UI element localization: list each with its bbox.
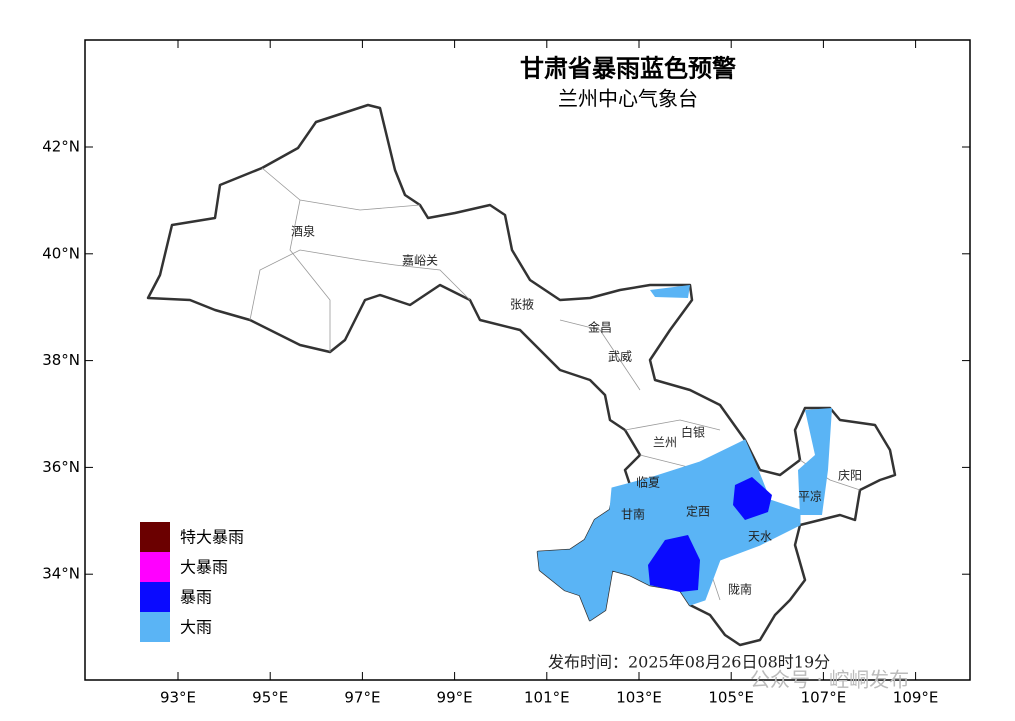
city-label: 白银 <box>681 425 705 440</box>
y-tick-label: 34°N <box>42 565 80 583</box>
heavy-rain-area <box>650 285 690 298</box>
issue-time: 发布时间：2025年08月26日08时19分 <box>548 653 830 672</box>
watermark: 公众号 · 崆峒发布 <box>750 668 909 692</box>
city-label: 酒泉 <box>291 225 315 239</box>
x-tick-label: 109°E <box>893 689 939 707</box>
y-tick-label: 38°N <box>42 351 80 369</box>
map-subtitle: 兰州中心气象台 <box>558 87 698 111</box>
x-tick-label: 107°E <box>801 689 847 707</box>
city-label: 平凉 <box>798 489 822 504</box>
x-tick-label: 103°E <box>616 689 662 707</box>
city-label: 甘南 <box>621 507 645 522</box>
legend-swatch <box>140 522 170 552</box>
x-tick-label: 101°E <box>524 689 570 707</box>
x-tick-label: 95°E <box>252 689 288 707</box>
city-label: 金昌 <box>588 320 612 335</box>
legend-swatch <box>140 612 170 642</box>
city-label: 武威 <box>608 350 632 364</box>
city-label: 嘉峪关 <box>402 254 438 268</box>
legend-label: 暴雨 <box>180 588 212 607</box>
legend-label: 大雨 <box>180 618 212 637</box>
x-tick-label: 93°E <box>160 689 196 707</box>
city-label: 定西 <box>686 504 710 519</box>
rainstorm-area <box>733 477 772 520</box>
city-label: 张掖 <box>510 298 534 312</box>
heavy-rain-area <box>798 408 832 515</box>
rainstorm-area <box>648 535 700 592</box>
legend-label: 大暴雨 <box>180 558 228 577</box>
map-title: 甘肃省暴雨蓝色预警 <box>520 54 736 83</box>
x-tick-label: 105°E <box>708 689 754 707</box>
legend-label: 特大暴雨 <box>180 528 244 547</box>
city-label: 兰州 <box>653 436 677 450</box>
legend-swatch <box>140 582 170 612</box>
city-label: 陇南 <box>728 582 752 597</box>
y-tick-label: 36°N <box>42 458 80 476</box>
x-tick-label: 97°E <box>344 689 380 707</box>
city-label: 临夏 <box>636 476 660 490</box>
city-label: 天水 <box>748 530 772 544</box>
legend-swatch <box>140 552 170 582</box>
x-tick-label: 99°E <box>437 689 473 707</box>
city-label: 庆阳 <box>838 469 862 483</box>
y-tick-label: 42°N <box>42 138 80 156</box>
y-tick-label: 40°N <box>42 244 80 262</box>
map-frame <box>84 39 971 681</box>
